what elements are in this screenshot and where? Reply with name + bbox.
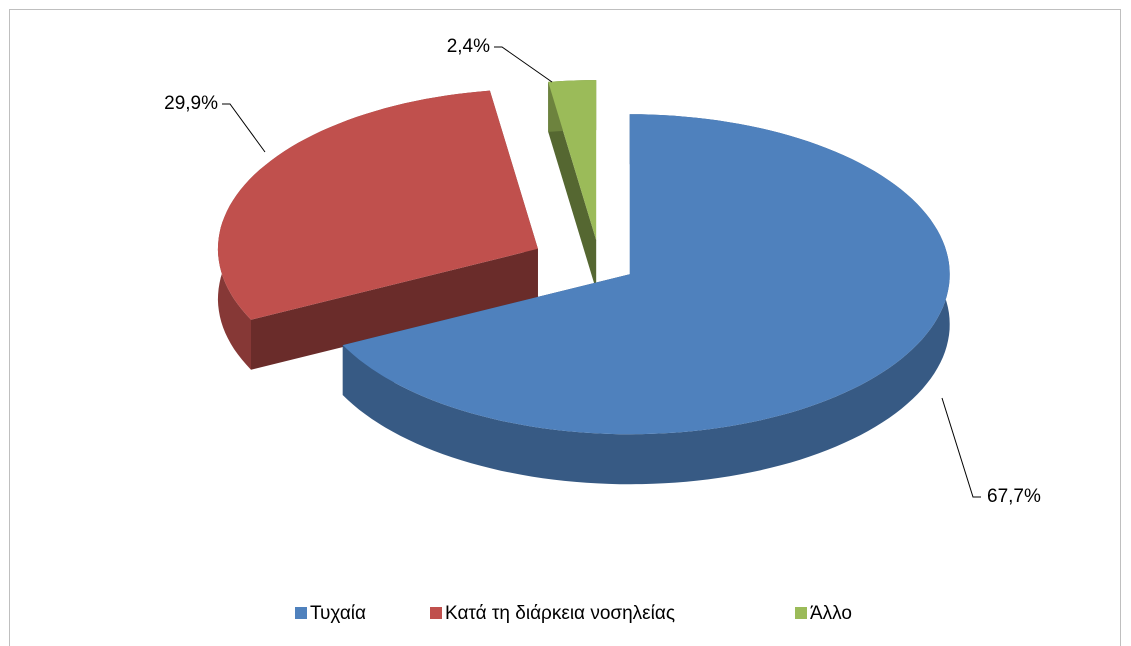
slice-inner-wall <box>548 81 597 291</box>
legend-label: Κατά τη διάρκεια νοσηλείας <box>445 603 675 624</box>
data-label: 67,7% <box>987 486 1041 507</box>
legend-swatch <box>295 607 307 619</box>
legend-label: Άλλο <box>810 603 852 624</box>
data-label: 29,9% <box>164 93 218 114</box>
leader-line <box>494 46 553 83</box>
data-label: 2,4% <box>447 36 490 57</box>
pie-slice <box>342 114 950 485</box>
slice-top <box>342 114 950 435</box>
leader-line <box>222 103 266 153</box>
legend-swatch <box>795 607 807 619</box>
pie-slice <box>548 80 597 291</box>
slice-top <box>217 90 538 320</box>
legend-swatch <box>430 607 442 619</box>
pie-slice <box>217 90 538 370</box>
leader-line <box>941 397 981 498</box>
slice-inner-wall <box>251 248 538 370</box>
slice-top <box>548 80 597 241</box>
legend-label: Τυχαία <box>310 603 366 624</box>
